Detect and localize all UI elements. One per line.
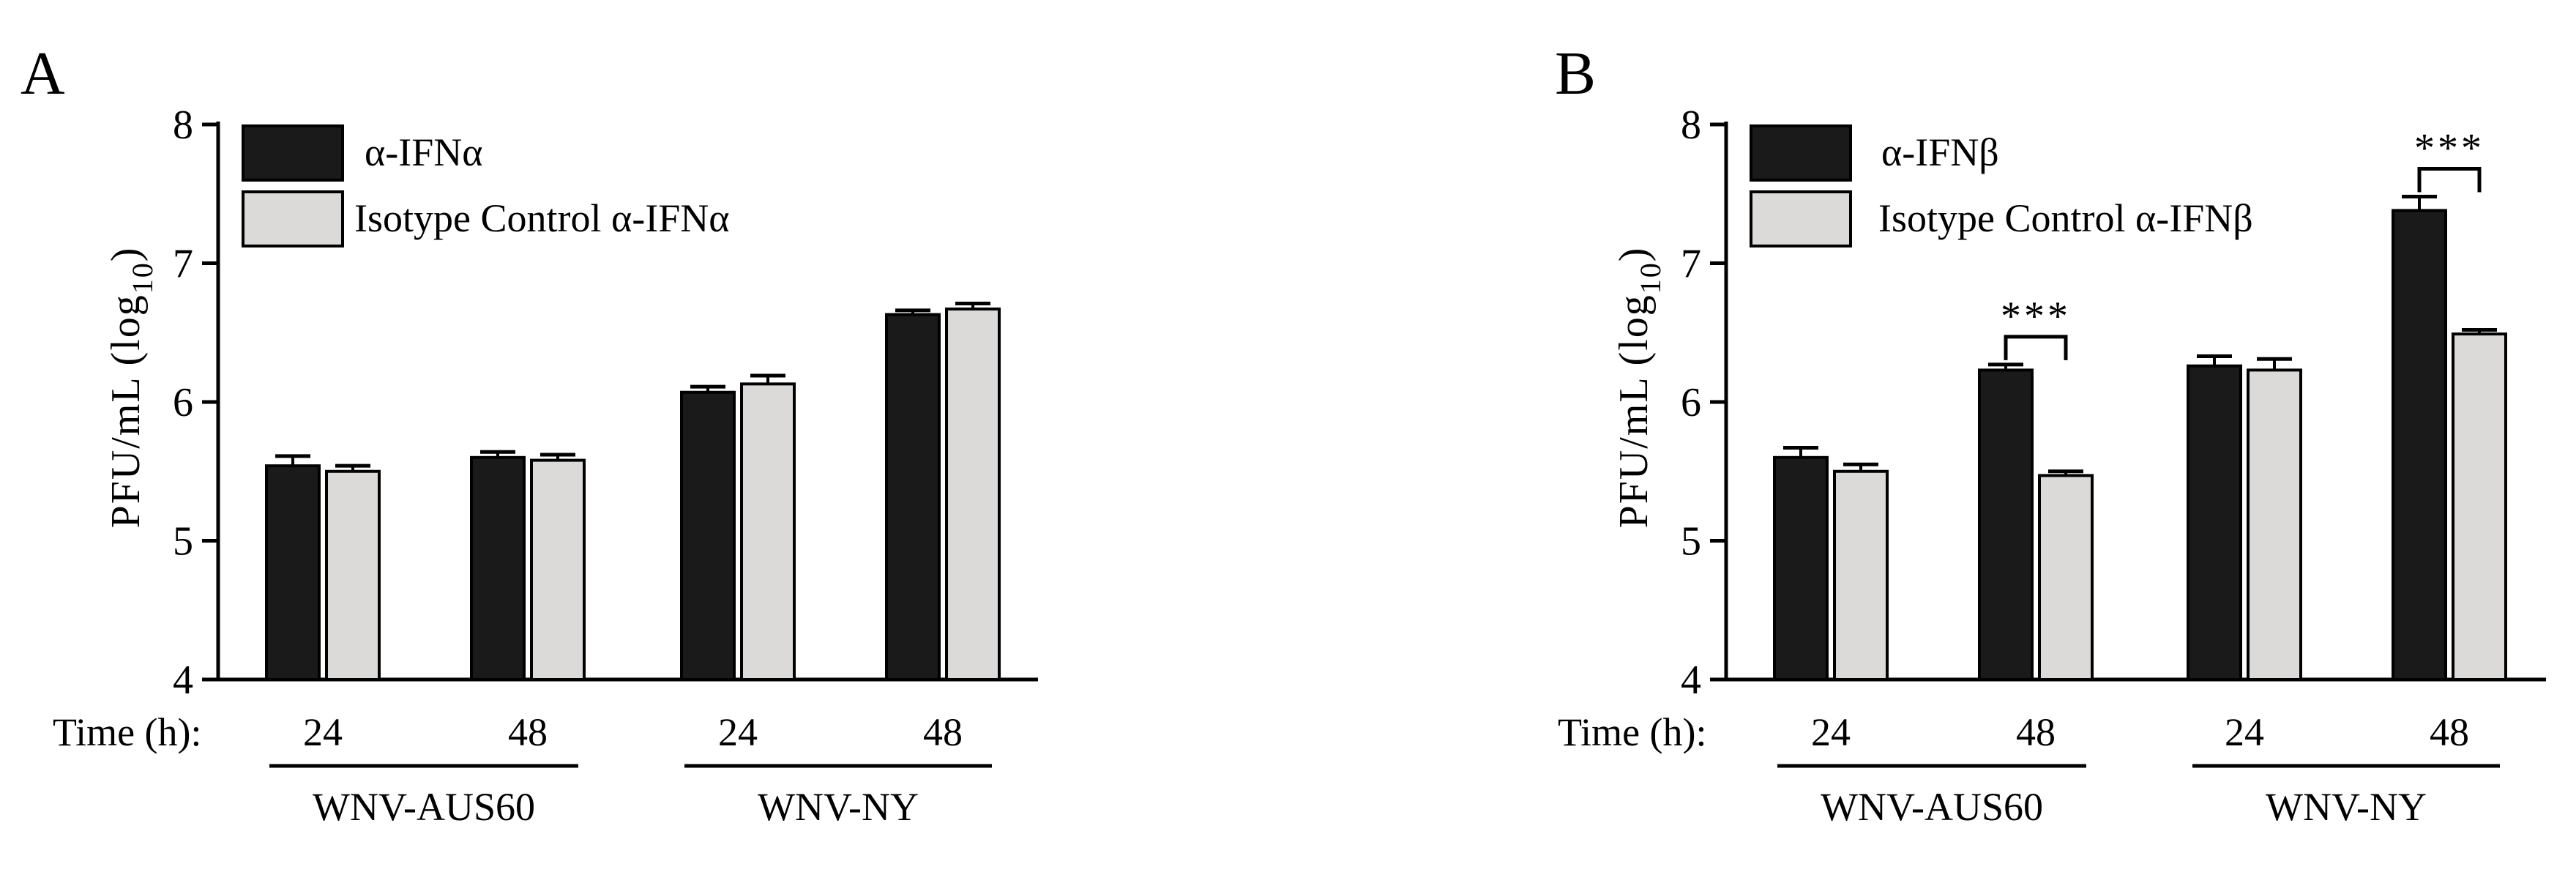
significance-bracket (2417, 167, 2482, 193)
y-tick-label: 5 (1681, 519, 1701, 565)
bar-series-2 (530, 458, 586, 682)
legend-label: α-IFNβ (1881, 130, 1999, 174)
y-tick-label: 7 (1681, 242, 1701, 287)
significance-label: *** (2414, 126, 2484, 171)
time-axis-label: Time (h): (1558, 710, 1707, 754)
bar-series-1 (2392, 209, 2447, 681)
bar-series-1 (470, 455, 526, 681)
significance-label: *** (2001, 294, 2071, 339)
y-axis-label-subscript: 10 (1634, 261, 1667, 294)
legend-swatch (1750, 190, 1852, 247)
y-axis-label-subscript: 10 (126, 261, 159, 294)
x-tick-label: 48 (508, 710, 548, 754)
bar-series-2 (325, 469, 381, 681)
bar-series-1 (1978, 368, 2034, 681)
y-tick-label: 6 (173, 380, 193, 425)
x-tick-label: 24 (2225, 710, 2264, 754)
x-tick-label: 48 (923, 710, 963, 754)
legend-swatch (242, 124, 344, 182)
y-tick-label: 6 (1681, 380, 1701, 425)
bar-series-2 (1833, 469, 1889, 681)
legend-swatch (242, 190, 344, 247)
bar-series-2 (2038, 474, 2094, 681)
x-tick-label: 24 (1811, 710, 1851, 754)
x-tick-label: 24 (303, 710, 343, 754)
y-tick-label: 5 (173, 519, 193, 565)
group-label: WNV-AUS60 (1821, 785, 2043, 829)
bar-series-2 (740, 382, 796, 681)
y-tick-label: 8 (173, 103, 193, 148)
bar-series-1 (885, 313, 941, 681)
panel-letter: A (20, 40, 65, 108)
legend-label: α-IFNα (365, 130, 483, 174)
bar-series-1 (1773, 455, 1829, 681)
y-axis-label-main: PFU/mL (log (103, 294, 149, 528)
y-tick-label: 7 (173, 242, 193, 287)
bar-series-2 (2247, 368, 2302, 681)
bar-series-1 (2187, 364, 2242, 681)
group-label: WNV-NY (2266, 785, 2427, 829)
y-tick-label: 4 (173, 658, 193, 703)
y-axis-label: PFU/mL (log10) (103, 247, 159, 529)
x-tick-label: 48 (2430, 710, 2469, 754)
legend-swatch (1750, 124, 1852, 182)
x-tick-label: 48 (2016, 710, 2056, 754)
y-tick-label: 4 (1681, 658, 1701, 703)
bar-series-2 (945, 308, 1001, 681)
y-axis-label-main: PFU/mL (log (1611, 294, 1657, 528)
legend-label: Isotype Control α-IFNα (354, 196, 730, 240)
x-tick-label: 24 (718, 710, 758, 754)
y-axis-label-end: ) (103, 247, 149, 262)
group-label: WNV-AUS60 (313, 785, 535, 829)
bar-series-1 (265, 464, 321, 681)
significance-bracket (2004, 335, 2068, 360)
panel-letter: B (1555, 40, 1596, 108)
y-axis-label: PFU/mL (log10) (1611, 247, 1667, 529)
group-label: WNV-NY (758, 785, 919, 829)
y-axis-label-end: ) (1611, 247, 1657, 262)
chart-panel-b: B PFU/mL (log10) 4 5 6 7 8 *** *** Time (h): 24 48 2… (1555, 40, 2546, 829)
bar-series-1 (680, 390, 736, 681)
bar-series-2 (2452, 332, 2507, 681)
time-axis-label: Time (h): (53, 710, 202, 754)
y-tick-label: 8 (1681, 103, 1701, 148)
legend-label: Isotype Control α-IFNβ (1878, 196, 2253, 240)
